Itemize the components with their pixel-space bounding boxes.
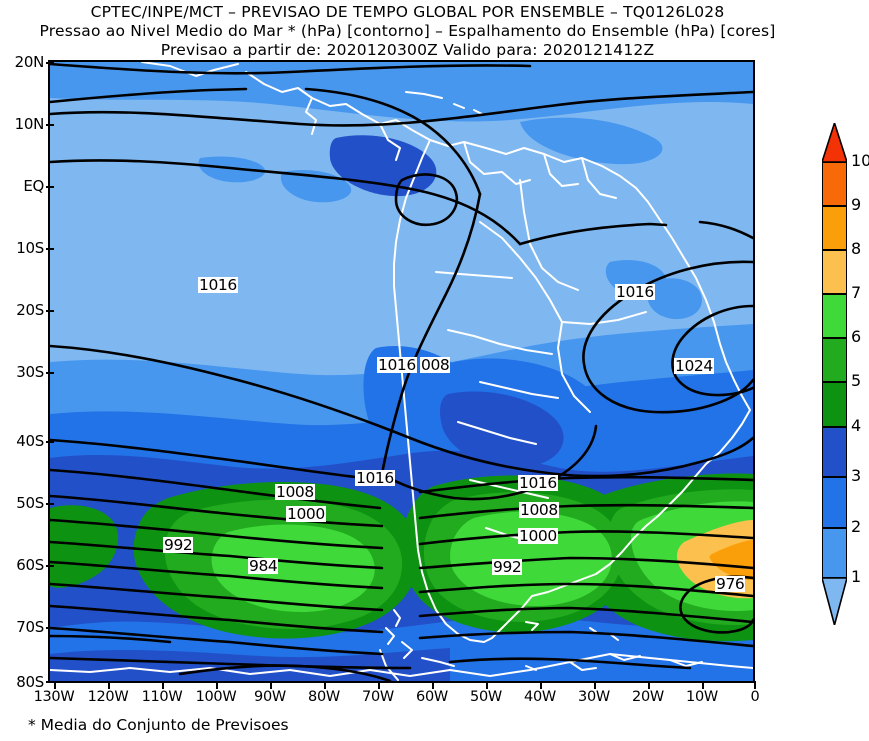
contour-label: 1016 (355, 469, 395, 487)
y-tick-mark (46, 565, 54, 567)
title-line-2: Pressao ao Nivel Medio do Mar * (hPa) [c… (39, 22, 776, 40)
x-tick-label-60W: 60W (416, 689, 448, 705)
colorbar-extend-top (822, 123, 847, 162)
x-tick-label-70W: 70W (362, 689, 394, 705)
colorbar-tick-8: 8 (851, 239, 862, 258)
colorbar-tick-5: 5 (851, 371, 862, 390)
y-tick-label-10S: 10S (16, 239, 44, 257)
y-tick-mark (46, 441, 54, 443)
x-tick-label-80W: 80W (308, 689, 340, 705)
contour-label: 1016 (518, 474, 558, 492)
contour-label: 008 (420, 356, 451, 374)
y-tick-label-EQ: EQ (23, 177, 44, 195)
x-tick-mark (754, 681, 756, 689)
colorbar-tick-6: 6 (851, 327, 862, 346)
colorbar-band-4-5 (822, 382, 847, 427)
y-tick-mark (46, 681, 54, 683)
x-tick-mark (324, 681, 326, 689)
colorbar-tick-9: 9 (851, 195, 862, 214)
x-tick-mark (54, 681, 56, 689)
contour-label: 976 (715, 575, 746, 593)
y-tick-label-40S: 40S (16, 432, 44, 450)
x-tick-mark (270, 681, 272, 689)
y-tick-label-70S: 70S (16, 618, 44, 636)
title-line-3: Previsao a partir de: 2020120300Z Valido… (160, 41, 655, 59)
y-tick-mark (46, 62, 54, 64)
colorbar-band-5-6 (822, 338, 847, 382)
colorbar-band-7-8 (822, 250, 847, 294)
colorbar-tick-10: 10 (851, 151, 869, 170)
x-tick-label-50W: 50W (470, 689, 502, 705)
x-tick-label-40W: 40W (524, 689, 556, 705)
colorbar-band-8-9 (822, 206, 847, 250)
colorbar-tick-4: 4 (851, 416, 862, 435)
y-tick-label-80S: 80S (16, 673, 44, 691)
y-tick-mark (46, 186, 54, 188)
contour-label: 984 (248, 557, 279, 575)
x-tick-label-0: 0 (750, 689, 760, 705)
colorbar-tick-1: 1 (851, 567, 862, 586)
y-tick-label-60S: 60S (16, 556, 44, 574)
x-tick-label-20W: 20W (632, 689, 664, 705)
y-tick-mark (46, 310, 54, 312)
contour-label: 1000 (286, 505, 326, 523)
contour-label: 1024 (674, 357, 714, 375)
map-canvas (50, 62, 753, 681)
contour-label: 1000 (518, 527, 558, 545)
y-tick-mark (46, 372, 54, 374)
contour-label: 1016 (377, 356, 417, 374)
y-tick-label-10N: 10N (14, 115, 45, 133)
y-tick-mark (46, 627, 54, 629)
contour-label: 1016 (615, 283, 655, 301)
colorbar-band-1-2 (822, 528, 847, 578)
x-tick-mark (594, 681, 596, 689)
x-tick-mark (378, 681, 380, 689)
y-tick-mark (46, 248, 54, 250)
chart-title-block: CPTEC/INPE/MCT – PREVISAO DE TEMPO GLOBA… (0, 0, 815, 60)
colorbar-band-2-3 (822, 477, 847, 528)
colorbar-band-9-10 (822, 162, 847, 206)
colorbar[interactable]: 10 9 8 7 6 5 4 3 2 1 (822, 123, 869, 625)
footnote: * Media do Conjunto de Previsoes (28, 716, 289, 734)
y-tick-label-30S: 30S (16, 363, 44, 381)
y-tick-label-20S: 20S (16, 301, 44, 319)
colorbar-band-3-4 (822, 427, 847, 477)
contour-label: 1016 (198, 276, 238, 294)
contour-label: 992 (492, 558, 523, 576)
x-tick-mark (432, 681, 434, 689)
contour-label: 1008 (275, 483, 315, 501)
x-tick-mark (108, 681, 110, 689)
x-tick-label-100W: 100W (195, 689, 237, 705)
colorbar-band-6-7 (822, 294, 847, 338)
x-tick-mark (216, 681, 218, 689)
x-tick-label-130W: 130W (33, 689, 75, 705)
contour-label: 992 (163, 536, 194, 554)
x-tick-mark (162, 681, 164, 689)
x-tick-label-110W: 110W (141, 689, 183, 705)
x-tick-mark (648, 681, 650, 689)
x-tick-label-120W: 120W (87, 689, 129, 705)
y-tick-mark (46, 124, 54, 126)
y-tick-label-20N: 20N (14, 53, 45, 71)
colorbar-tick-3: 3 (851, 466, 862, 485)
map-plot-area: 1016 1016 008 1016 1024 1016 1008 1000 9… (48, 60, 755, 683)
colorbar-extend-bottom (822, 578, 847, 625)
x-tick-label-10W: 10W (686, 689, 718, 705)
x-tick-label-90W: 90W (254, 689, 286, 705)
title-line-1: CPTEC/INPE/MCT – PREVISAO DE TEMPO GLOBA… (90, 3, 725, 21)
y-tick-mark (46, 503, 54, 505)
x-tick-label-30W: 30W (578, 689, 610, 705)
x-tick-mark (486, 681, 488, 689)
y-tick-label-50S: 50S (16, 494, 44, 512)
colorbar-tick-7: 7 (851, 283, 862, 302)
x-tick-mark (540, 681, 542, 689)
x-tick-mark (702, 681, 704, 689)
contour-label: 1008 (519, 501, 559, 519)
colorbar-tick-2: 2 (851, 517, 862, 536)
